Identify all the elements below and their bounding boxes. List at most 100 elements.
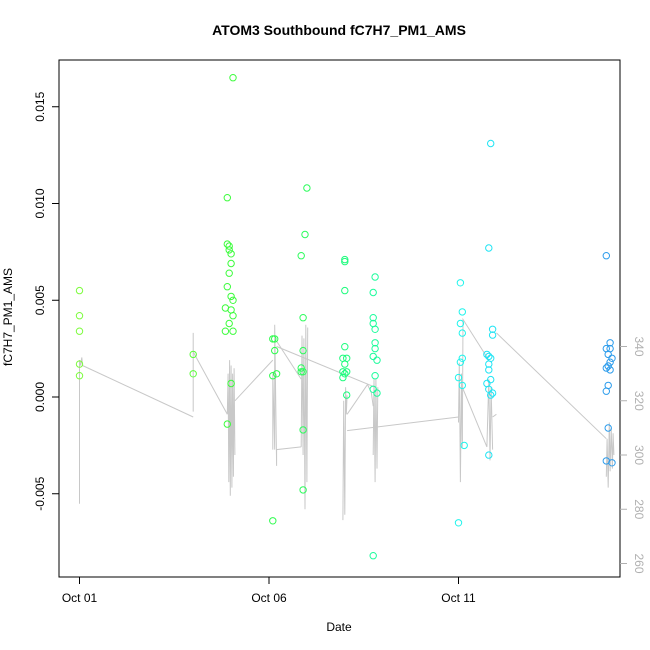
data-point xyxy=(454,373,463,382)
data-point xyxy=(229,312,237,320)
data-point xyxy=(341,360,349,368)
data-point xyxy=(227,292,235,301)
y2-tick-label: 320 xyxy=(632,391,646,411)
data-point xyxy=(301,230,309,239)
data-point xyxy=(487,139,495,148)
data-point xyxy=(303,184,311,192)
series-line-segment xyxy=(347,416,459,432)
data-point xyxy=(456,319,465,328)
y-tick-label: -0.005 xyxy=(33,476,47,510)
data-point xyxy=(371,339,379,347)
series-line-segment xyxy=(300,324,309,510)
data-point xyxy=(371,344,379,353)
data-point xyxy=(341,286,349,295)
data-point xyxy=(299,426,307,434)
data-point xyxy=(485,360,493,368)
y-tick-label: 0.000 xyxy=(33,382,47,412)
data-point xyxy=(75,360,84,368)
data-point xyxy=(608,354,616,362)
y2-axis: 260 280 300 320 340 xyxy=(620,336,646,574)
data-point xyxy=(75,372,84,380)
data-point xyxy=(371,273,379,281)
x-tick-label: Oct 11 xyxy=(441,591,476,605)
data-point xyxy=(229,327,237,335)
data-point xyxy=(297,252,305,260)
data-point xyxy=(271,346,279,355)
data-point xyxy=(485,352,493,361)
data-point xyxy=(460,441,468,450)
data-point xyxy=(373,356,381,364)
data-point xyxy=(343,391,351,399)
y2-tick-label: 340 xyxy=(632,336,646,356)
x-axis-label: Date xyxy=(326,620,352,634)
data-point xyxy=(75,286,84,295)
series-line-segment xyxy=(458,362,463,483)
x-axis: Oct 01 Oct 06 Oct 11 xyxy=(62,576,476,605)
data-point xyxy=(602,364,610,372)
data-point xyxy=(269,372,277,380)
data-point xyxy=(485,451,493,459)
data-point xyxy=(341,255,349,264)
data-point xyxy=(369,288,377,297)
data-point xyxy=(227,250,235,258)
series-line-segment xyxy=(272,324,302,466)
data-point xyxy=(223,420,232,428)
data-point xyxy=(604,350,612,359)
y-tick-label: 0.015 xyxy=(33,91,47,121)
y2-tick-label: 280 xyxy=(632,499,646,519)
data-point xyxy=(339,368,347,376)
data-point xyxy=(458,308,466,316)
data-point xyxy=(343,368,351,376)
data-point xyxy=(75,312,84,320)
data-point xyxy=(369,352,377,361)
data-point xyxy=(299,486,307,494)
data-point xyxy=(606,339,614,347)
data-point xyxy=(229,74,237,82)
data-point xyxy=(269,335,277,343)
data-point xyxy=(606,358,614,366)
series-line-segment xyxy=(82,365,194,418)
chart-title: ATOM3 Southbound fC7H7_PM1_AMS xyxy=(212,22,466,38)
data-point xyxy=(223,194,232,202)
series-line-segment xyxy=(496,332,607,440)
data-point xyxy=(341,343,349,351)
data-point xyxy=(225,246,233,254)
data-point xyxy=(485,244,493,252)
data-point xyxy=(299,368,307,376)
data-point xyxy=(488,331,497,339)
data-point xyxy=(229,296,237,304)
data-point xyxy=(271,335,279,343)
data-point xyxy=(369,385,377,393)
data-point xyxy=(75,327,84,335)
data-point xyxy=(487,391,495,399)
data-point xyxy=(227,259,235,268)
data-point xyxy=(297,364,305,372)
data-point xyxy=(458,354,466,362)
y-axis-label: fC7H7_PM1_AMS xyxy=(1,268,15,366)
data-point xyxy=(297,368,305,376)
data-point xyxy=(608,459,616,467)
data-point xyxy=(485,366,493,374)
data-point xyxy=(299,314,307,322)
data-point xyxy=(371,372,379,380)
data-point xyxy=(369,314,377,322)
data-point xyxy=(339,373,347,382)
series-line-segment xyxy=(461,379,494,461)
data-point xyxy=(454,519,463,527)
data-point xyxy=(602,387,610,395)
data-point xyxy=(602,252,610,260)
series-line-segment xyxy=(605,422,615,488)
data-point xyxy=(458,329,466,337)
series-line-segment xyxy=(461,317,490,447)
data-point xyxy=(225,319,233,328)
series-line-segment xyxy=(234,359,274,402)
y-tick-label: 0.010 xyxy=(33,188,47,218)
data-point xyxy=(299,346,307,355)
series-line-segment xyxy=(79,357,83,504)
series-line-segment xyxy=(342,387,348,521)
series-line-segment xyxy=(226,360,236,496)
series-line-segment xyxy=(492,413,497,418)
y-tick-label: 0.005 xyxy=(33,285,47,315)
data-point xyxy=(341,370,349,378)
